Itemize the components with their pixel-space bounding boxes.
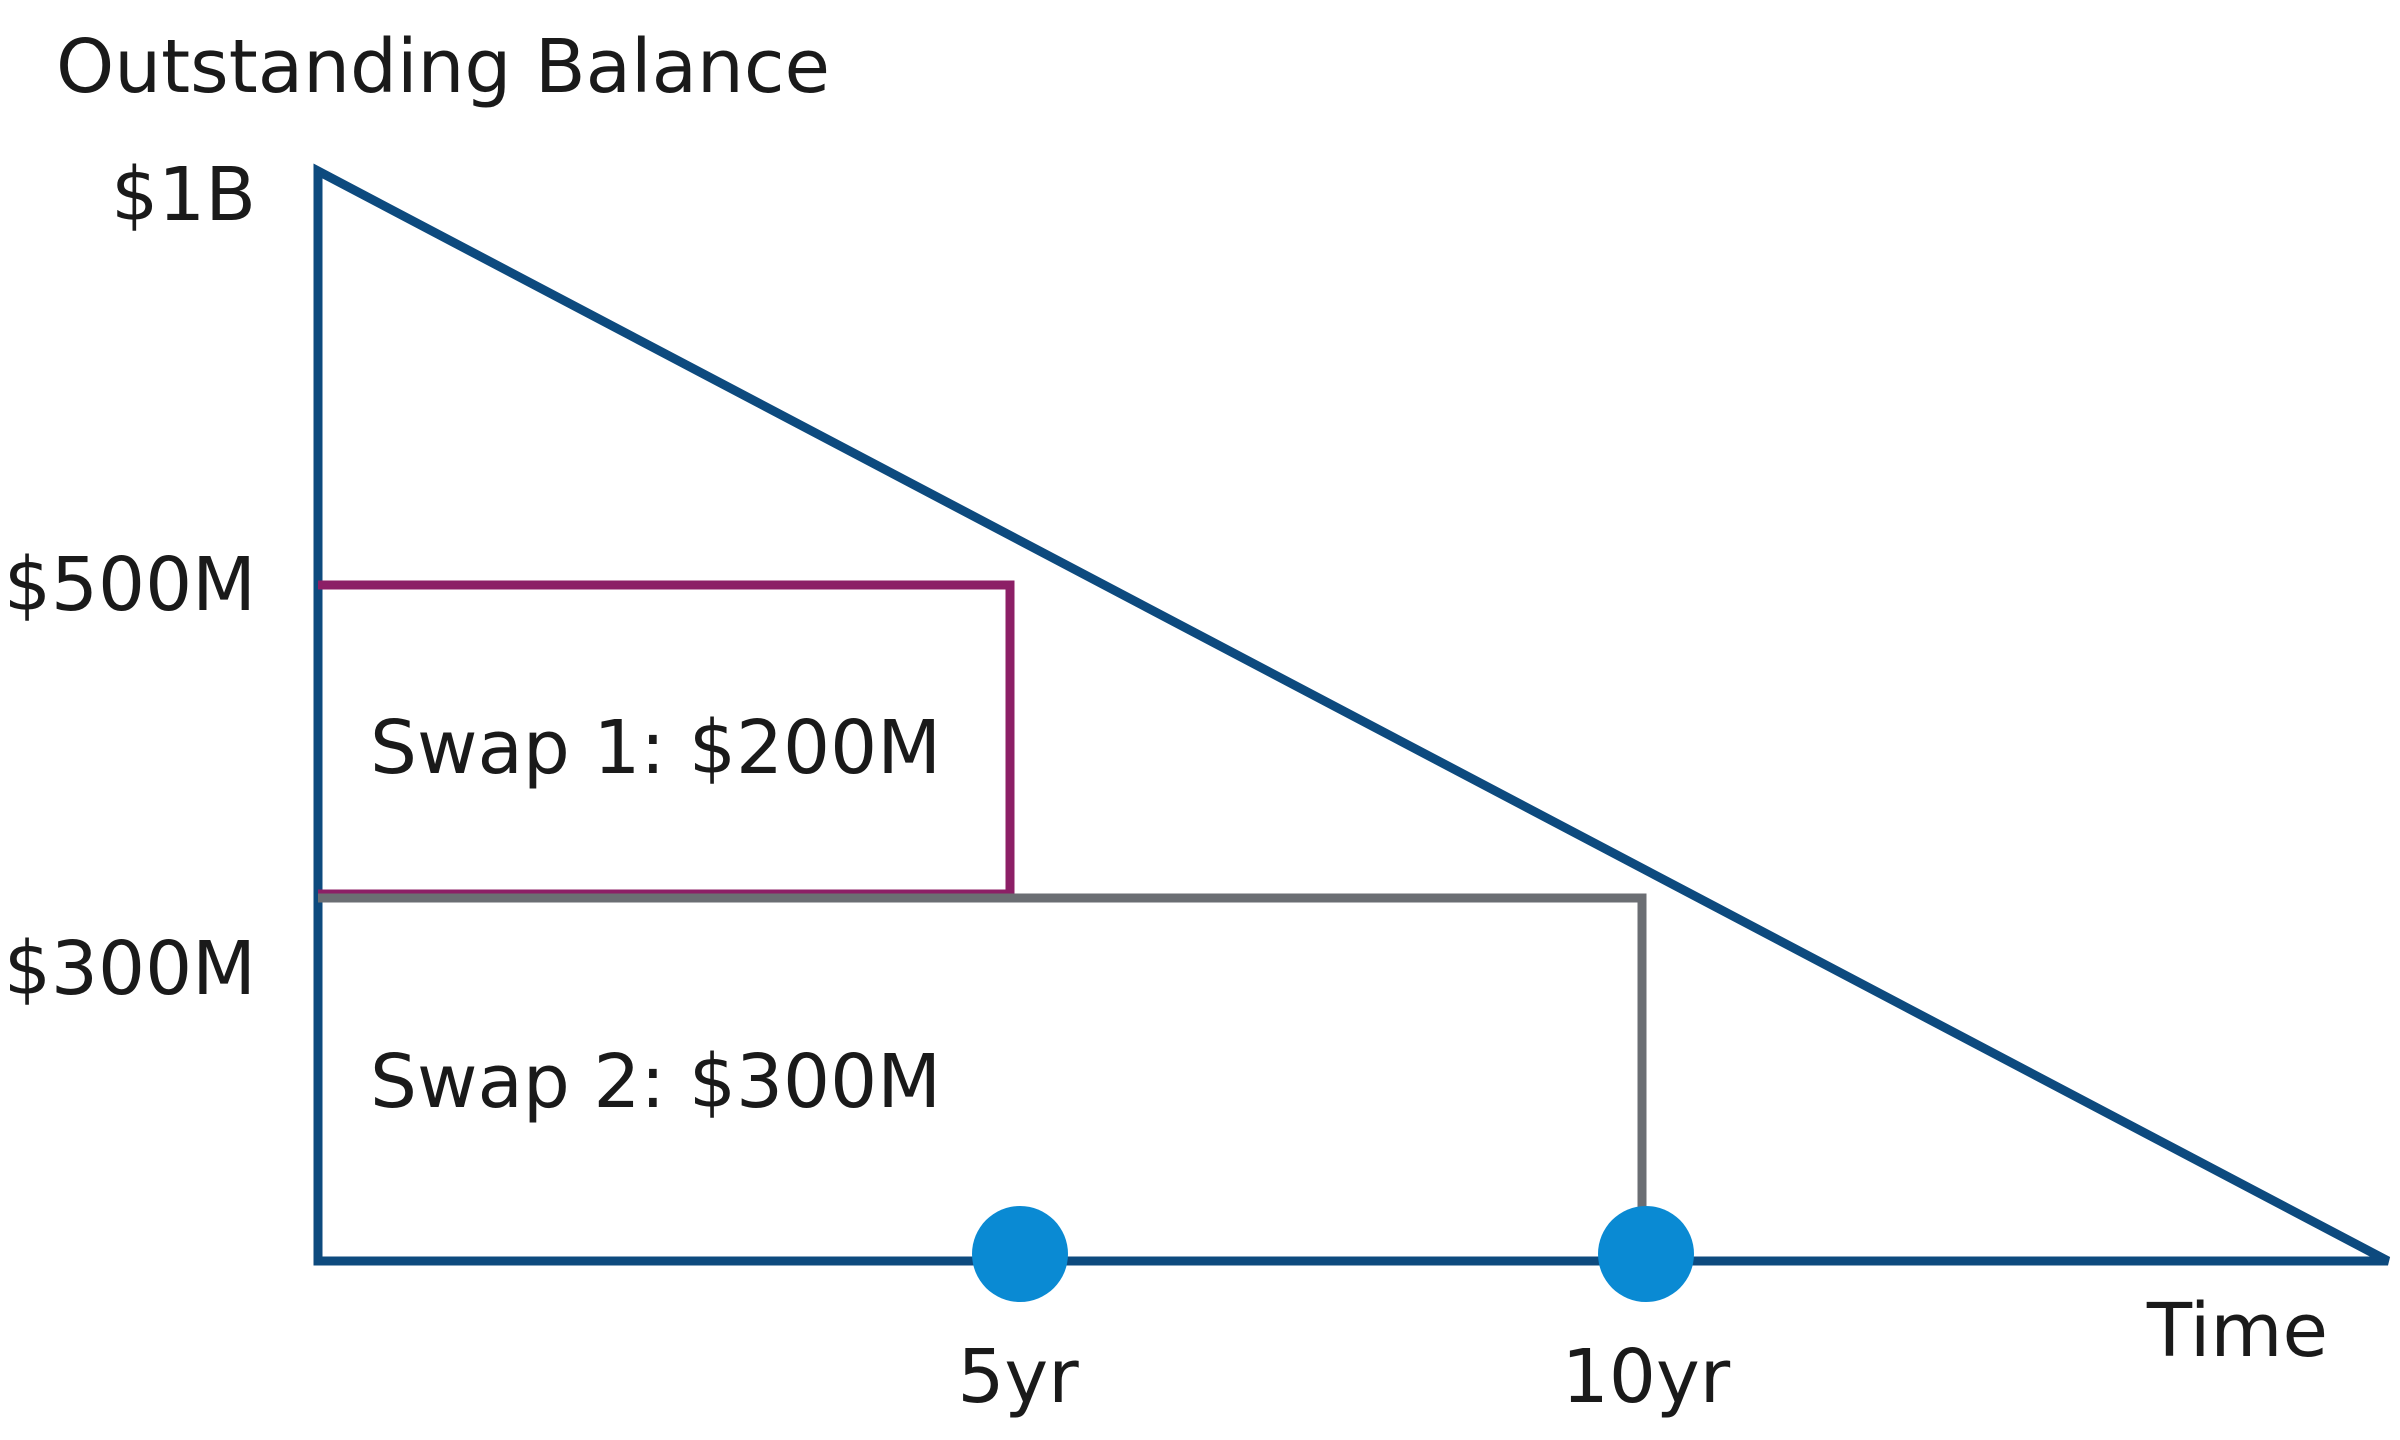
x-tick-label-10yr: 10yr <box>1562 1334 1731 1420</box>
y-tick-label-1b: $1B <box>111 152 256 238</box>
x-tick-label-5yr: 5yr <box>957 1334 1079 1420</box>
y-tick-label-300m: $300M <box>4 926 256 1012</box>
swap2-bracket <box>318 893 1647 1258</box>
amortizing-balance-triangle <box>313 163 2391 1266</box>
y-tick-label-500m: $500M <box>4 542 256 628</box>
swap1-label: Swap 1: $200M <box>370 705 941 791</box>
y-axis-title: Outstanding Balance <box>56 24 830 110</box>
maturity-marker-10yr <box>1598 1206 1694 1302</box>
swap2-label: Swap 2: $300M <box>370 1039 941 1125</box>
x-axis-title: Time <box>2146 1288 2328 1374</box>
maturity-marker-5yr <box>972 1206 1068 1302</box>
